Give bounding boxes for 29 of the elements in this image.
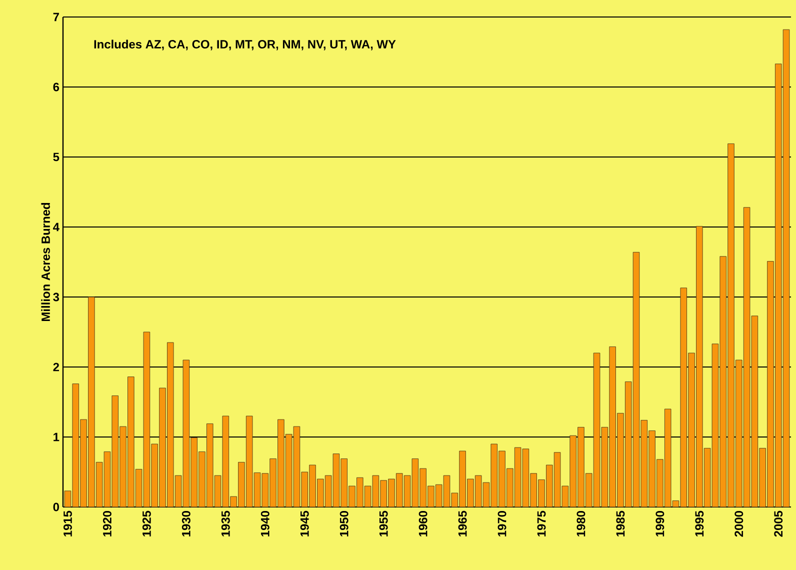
x-tick-label: 1930 — [182, 511, 190, 536]
y-tick-label: 0 — [53, 502, 59, 512]
y-tick-label: 1 — [54, 432, 60, 442]
y-tick-label: 2 — [53, 362, 60, 372]
y-tick-label: 7 — [53, 12, 59, 22]
x-tick-label: 1985 — [616, 510, 625, 536]
x-tick-label: 2005 — [774, 510, 783, 537]
x-tick-label: 1965 — [458, 510, 467, 536]
x-tick-label: 1975 — [537, 510, 546, 536]
x-tick-label: 1990 — [656, 511, 664, 536]
x-tick-label: 1950 — [340, 511, 348, 536]
x-tick-label: 1935 — [221, 510, 230, 536]
x-tick-label: 1980 — [576, 511, 586, 536]
y-tick-label: 5 — [53, 152, 60, 162]
x-tick-label: 1925 — [142, 510, 151, 536]
y-tick-label: 3 — [53, 292, 60, 302]
x-tick-label: 1945 — [300, 510, 309, 536]
annotation: Includes AZ, CA, CO, ID, MT, OR, NM, NV, UT, WA, WY — [94, 40, 396, 50]
x-tick-label: 2000 — [734, 511, 744, 537]
x-tick-label: 1940 — [260, 511, 270, 536]
x-tick-label: 1995 — [695, 510, 704, 536]
y-axis-title: Million Acres Burned — [41, 203, 50, 321]
x-tick-label: 1960 — [418, 511, 428, 536]
y-tick-label: 6 — [53, 82, 60, 92]
y-tick-label: 4 — [53, 222, 60, 232]
x-tick-label: 1955 — [379, 510, 388, 536]
x-tick-label: 1920 — [102, 511, 112, 536]
x-tick-label: 1970 — [498, 511, 506, 536]
x-tick-label: 1915 — [64, 510, 72, 536]
